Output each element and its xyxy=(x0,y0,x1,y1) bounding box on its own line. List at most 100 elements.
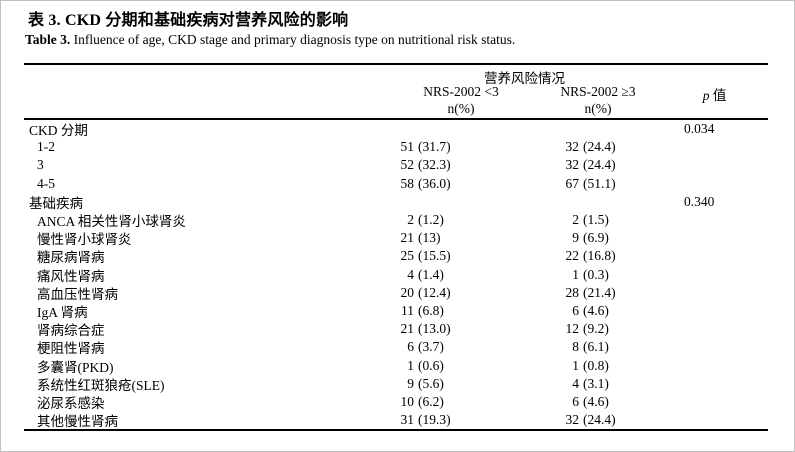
percent-value: (19.3) xyxy=(418,412,451,428)
nrs-lt3-cell: 52 (32.3) xyxy=(356,157,501,173)
percent-value: (1.2) xyxy=(418,212,444,228)
nrs-lt3-cell: 9 (5.6) xyxy=(356,376,501,392)
nrs-lt3-cell: 31 (19.3) xyxy=(356,412,501,428)
row-label: 其他慢性肾病 xyxy=(37,414,118,430)
section-label: 基础疾病 xyxy=(29,195,83,211)
nrs-lt3-cell: 25 (15.5) xyxy=(356,248,501,264)
table-title-en-text: Influence of age, CKD stage and primary … xyxy=(70,32,516,47)
nrs-lt3-cell: 11 (6.8) xyxy=(356,303,501,319)
row-label: 系统性红斑狼疮(SLE) xyxy=(37,377,165,393)
nrs-ge3-cell: 4 (3.1) xyxy=(501,376,661,392)
row-label: 肾病综合症 xyxy=(37,323,105,339)
percent-value: (15.5) xyxy=(418,248,451,264)
percent-value: (24.4) xyxy=(583,139,616,155)
nrs-ge3-cell: 9 (6.9) xyxy=(501,230,661,246)
nrs-ge3-cell: 1 (0.8) xyxy=(501,358,661,374)
row-label: 4-5 xyxy=(37,175,55,191)
nrs-ge3-cell: 67 (51.1) xyxy=(501,176,661,192)
percent-value: (24.4) xyxy=(583,412,616,428)
row-label: 3 xyxy=(37,157,44,173)
percent-value: (16.8) xyxy=(583,248,616,264)
percent-value: (6.1) xyxy=(583,339,609,355)
percent-value: (0.6) xyxy=(418,357,444,373)
count-value: 32 xyxy=(565,412,580,428)
table-row: IgA 肾病 11 (6.8) 6 (4.6) xyxy=(24,302,768,320)
nrs-ge3-cell: 8 (6.1) xyxy=(501,339,661,355)
row-label: 泌尿系感染 xyxy=(37,395,105,411)
count-value: 2 xyxy=(572,212,579,228)
count-value: 1 xyxy=(572,357,579,373)
count-value: 1 xyxy=(572,266,579,282)
percent-value: (1.5) xyxy=(583,212,609,228)
count-value: 20 xyxy=(400,284,415,300)
percent-value: (21.4) xyxy=(583,284,616,300)
count-value: 9 xyxy=(407,375,414,391)
nrs-ge3-cell: 32 (24.4) xyxy=(501,412,661,428)
table-body: CKD 分期 0.034 1-2 51 (31.7) 32 (24.4) 3 52 (32.3) 3… xyxy=(24,120,768,429)
nrs-ge3-cell: 32 (24.4) xyxy=(501,139,661,155)
table-row: 其他慢性肾病 31 (19.3) 32 (24.4) xyxy=(24,411,768,429)
p-label-text: 值 xyxy=(709,88,727,103)
percent-value: (3.1) xyxy=(583,375,609,391)
table-title-en-prefix: Table 3. xyxy=(25,32,71,47)
percent-value: (0.8) xyxy=(583,357,609,373)
table-header: 营养风险情况 NRS-2002 <3 NRS-2002 ≥3 p 值 n(%) … xyxy=(24,65,768,120)
percent-value: (5.6) xyxy=(418,375,444,391)
count-value: 4 xyxy=(572,375,579,391)
count-value: 6 xyxy=(572,302,579,318)
col-header-p-value: p 值 xyxy=(661,84,768,104)
percent-value: (12.4) xyxy=(418,284,451,300)
nrs-lt3-cell: 58 (36.0) xyxy=(356,176,501,192)
count-value: 32 xyxy=(565,157,580,173)
percent-value: (1.4) xyxy=(418,266,444,282)
table-title-zh: 表 3. CKD 分期和基础疾病对营养风险的影响 xyxy=(28,12,349,29)
count-value: 6 xyxy=(407,339,414,355)
nrs-lt3-cell: 4 (1.4) xyxy=(356,267,501,283)
table-row: 高血压性肾病 20 (12.4) 28 (21.4) xyxy=(24,284,768,302)
table-row: 4-5 58 (36.0) 67 (51.1) xyxy=(24,175,768,193)
col-header-nrs-lt3: NRS-2002 <3 xyxy=(423,84,499,99)
table-row: 多囊肾(PKD) 1 (0.6) 1 (0.8) xyxy=(24,356,768,375)
nrs-lt3-cell: 20 (12.4) xyxy=(356,285,501,301)
table-row: 慢性肾小球肾炎 21 (13) 9 (6.9) xyxy=(24,229,768,247)
nrs-lt3-cell xyxy=(356,121,501,137)
nrs-ge3-cell xyxy=(501,194,661,210)
count-value: 4 xyxy=(407,266,414,282)
count-value: 8 xyxy=(572,339,579,355)
row-label: 慢性肾小球肾炎 xyxy=(37,232,132,248)
nrs-ge3-cell xyxy=(501,121,661,137)
percent-value: (9.2) xyxy=(583,321,609,337)
col-header-nrs-ge3: NRS-2002 ≥3 xyxy=(560,84,636,99)
table-row: CKD 分期 0.034 xyxy=(24,120,768,138)
percent-value: (6.2) xyxy=(418,393,444,409)
nrs-lt3-cell: 1 (0.6) xyxy=(356,358,501,374)
count-value: 58 xyxy=(400,175,415,191)
nrs-ge3-cell: 2 (1.5) xyxy=(501,212,661,228)
nrs-lt3-cell: 10 (6.2) xyxy=(356,394,501,410)
table-row: 基础疾病 0.340 xyxy=(24,193,768,211)
count-value: 11 xyxy=(401,302,414,318)
section-label: CKD 分期 xyxy=(29,123,88,139)
nrs-lt3-cell: 2 (1.2) xyxy=(356,212,501,228)
count-value: 28 xyxy=(565,284,580,300)
col-subheader-npct-ge3: n(%) xyxy=(584,101,612,116)
nrs-lt3-cell: 51 (31.7) xyxy=(356,139,501,155)
table-row: ANCA 相关性肾小球肾炎 2 (1.2) 2 (1.5) xyxy=(24,211,768,229)
col-subheader-npct-lt3: n(%) xyxy=(447,101,475,116)
percent-value: (4.6) xyxy=(583,393,609,409)
count-value: 6 xyxy=(572,393,579,409)
row-label: 高血压性肾病 xyxy=(37,286,118,302)
percent-value: (32.3) xyxy=(418,157,451,173)
count-value: 51 xyxy=(400,139,415,155)
table-row: 3 52 (32.3) 32 (24.4) xyxy=(24,156,768,174)
percent-value: (13) xyxy=(418,230,441,246)
count-value: 12 xyxy=(565,321,580,337)
nrs-lt3-cell xyxy=(356,194,501,210)
row-label: ANCA 相关性肾小球肾炎 xyxy=(37,214,186,230)
table-row: 肾病综合症 21 (13.0) 12 (9.2) xyxy=(24,320,768,338)
percent-value: (0.3) xyxy=(583,266,609,282)
table-title-en: Table 3. Influence of age, CKD stage and… xyxy=(25,32,515,48)
percent-value: (13.0) xyxy=(418,321,451,337)
count-value: 25 xyxy=(400,248,415,264)
count-value: 52 xyxy=(400,157,415,173)
